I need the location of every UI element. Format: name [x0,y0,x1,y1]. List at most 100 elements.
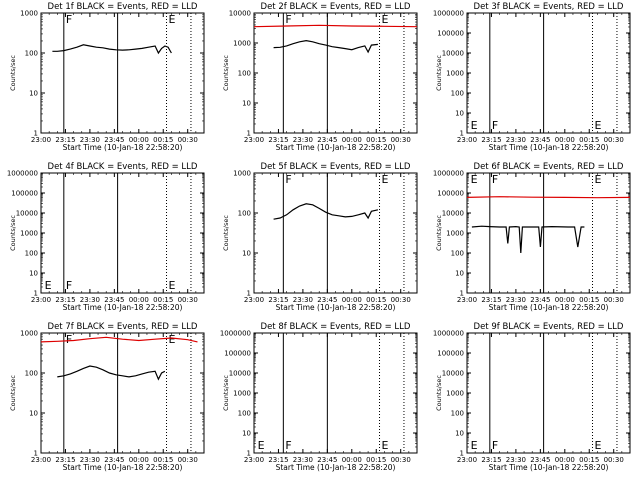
plot-frame [40,172,205,294]
y-tick-label: 10000 [16,210,38,218]
x-tick-label: 23:00 [244,296,264,304]
y-axis-label: Counts/sec [435,375,443,411]
y-tick-label: 100000 [11,190,38,198]
segment-marker-label: F [285,439,291,452]
y-tick-label: 10000 [442,50,464,58]
plot-frame [466,12,631,134]
x-tick-label: 23:00 [457,296,477,304]
lld-series-line [253,24,418,28]
y-tick-label: 1 [460,290,464,298]
chart-title: Det 1f BLACK = Events, RED = LLD [48,2,198,12]
plot-frame [253,172,418,294]
chart-title: Det 5f BLACK = Events, RED = LLD [261,162,411,172]
y-tick-label: 1 [460,450,464,458]
chart-panel-3: Det 3f BLACK = Events, RED = LLD 1 10 100 10… [433,2,631,152]
y-axis-label: Counts/sec [9,55,17,91]
segment-marker-label: E [169,279,176,292]
y-tick-label: 1 [460,130,464,138]
y-tick-label: 100 [25,50,38,58]
x-tick-label: 23:45 [317,136,337,144]
x-tick-label: 23:15 [481,136,501,144]
x-axis-label: Start Time (10-Jan-18 22:58:20) [63,463,183,472]
chart-panel-1: Det 1f BLACK = Events, RED = LLD 1 10 100 10… [9,2,205,152]
y-tick-label: 1000 [446,70,464,78]
y-tick-label: 10 [455,110,464,118]
segment-marker-label: E [169,333,176,346]
y-tick-label: 1 [34,290,38,298]
segment-marker-label: F [66,13,72,26]
chart-panel-2: Det 2f BLACK = Events, RED = LLD 1 10 100 10… [222,2,418,152]
x-axis-label: Start Time (10-Jan-18 22:58:20) [63,303,183,312]
chart-panel-8: Det 8f BLACK = Events, RED = LLD 1 10 100 10… [220,322,418,472]
x-tick-label: 00:30 [391,136,411,144]
y-axis-label: Counts/sec [9,215,17,251]
y-tick-label: 1000 [20,10,38,18]
chart-panel-7: Det 7f BLACK = Events, RED = LLD 1 10 100 10… [9,322,205,472]
events-series-line [273,39,378,54]
x-tick-label: 23:15 [55,136,75,144]
x-tick-label: 23:15 [481,296,501,304]
y-axis-label: Counts/sec [222,375,230,411]
x-tick-label: 00:30 [178,456,198,464]
x-tick-label: 23:30 [293,136,313,144]
x-tick-label: 00:30 [178,296,198,304]
chart-title: Det 3f BLACK = Events, RED = LLD [474,2,624,12]
x-tick-label: 00:15 [153,136,173,144]
y-tick-label: 1000 [446,390,464,398]
segment-marker-label: F [285,13,291,26]
x-axis-label: Start Time (10-Jan-18 22:58:20) [489,143,609,152]
y-tick-label: 100 [238,70,251,78]
x-tick-label: 23:45 [104,296,124,304]
x-tick-label: 00:00 [555,296,575,304]
segment-marker-label: F [66,333,72,346]
y-tick-label: 100 [451,250,464,258]
y-tick-label: 10 [29,90,38,98]
plot-frame [253,332,418,454]
events-series-line [57,365,166,381]
chart-title: Det 2f BLACK = Events, RED = LLD [261,2,411,12]
x-tick-label: 23:00 [457,456,477,464]
plot-frame [40,12,205,134]
x-tick-label: 23:00 [31,296,51,304]
events-series-line [471,225,585,254]
segment-marker-label: F [492,173,498,186]
chart-title: Det 7f BLACK = Events, RED = LLD [48,322,198,332]
y-tick-label: 10 [242,430,251,438]
segment-marker-label: E [595,439,602,452]
segment-marker-label: E [471,119,478,132]
segment-marker-label: E [471,439,478,452]
segment-marker-label: E [258,439,265,452]
x-tick-label: 00:15 [579,136,599,144]
x-axis-label: Start Time (10-Jan-18 22:58:20) [63,143,183,152]
x-tick-label: 23:00 [244,456,264,464]
chart-panel-6: Det 6f BLACK = Events, RED = LLD 1 10 100 10… [433,162,631,312]
x-tick-label: 00:00 [342,296,362,304]
y-tick-label: 1000000 [7,170,38,178]
x-tick-label: 00:30 [391,296,411,304]
plot-frame [40,332,205,454]
x-tick-label: 23:30 [506,136,526,144]
y-tick-label: 10000 [229,10,251,18]
lld-series-line [40,336,198,343]
y-tick-label: 1 [247,450,251,458]
x-tick-label: 23:15 [268,136,288,144]
x-tick-label: 00:15 [153,296,173,304]
y-tick-label: 10000 [442,210,464,218]
x-tick-label: 00:00 [129,456,149,464]
y-tick-label: 10 [455,430,464,438]
chart-panel-5: Det 5f BLACK = Events, RED = LLD 1 10 100 10… [222,162,418,312]
segment-marker-label: E [382,439,389,452]
segment-marker-label: F [66,279,72,292]
x-tick-label: 23:15 [55,296,75,304]
y-tick-label: 1000000 [433,10,464,18]
x-tick-label: 23:30 [506,456,526,464]
y-tick-label: 100000 [437,350,464,358]
plot-frame [253,12,418,134]
y-tick-label: 10 [455,270,464,278]
segment-marker-label: E [382,13,389,26]
chart-panel-4: Det 4f BLACK = Events, RED = LLD 1 10 100 10… [7,162,205,312]
events-series-line [52,44,172,55]
x-tick-label: 23:45 [530,296,550,304]
plot-frame [466,172,631,294]
y-tick-label: 100000 [437,30,464,38]
